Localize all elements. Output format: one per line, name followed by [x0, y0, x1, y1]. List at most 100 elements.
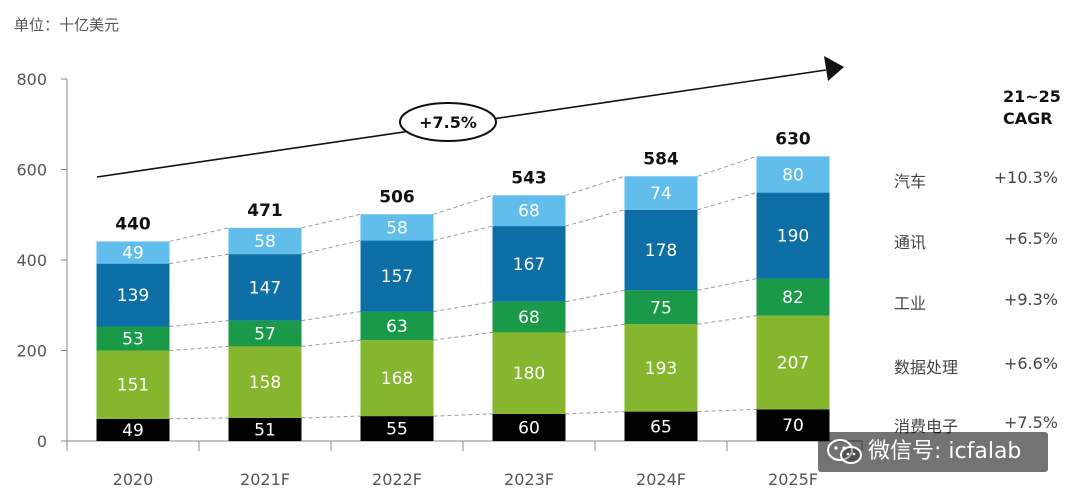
- bar-segment: [624, 209, 698, 291]
- segment-value-label: 51: [254, 420, 276, 440]
- bar-segment: [360, 240, 434, 312]
- dashed-connector: [697, 155, 757, 177]
- segment-value-label: 65: [650, 417, 672, 437]
- legend-rate: +9.3%: [1003, 290, 1058, 309]
- bar-segment: [492, 332, 566, 414]
- segment-value-label: 82: [782, 288, 804, 308]
- segment-value-label: 139: [117, 286, 149, 306]
- bar-segment: [228, 227, 302, 255]
- cagr-title-line-1: 21~25: [1003, 87, 1061, 106]
- dashed-connector: [565, 209, 625, 227]
- bar-segment: [228, 320, 302, 347]
- x-tick-label: 2020: [113, 470, 154, 489]
- segment-value-label: 151: [117, 376, 149, 396]
- dashed-connector: [565, 289, 625, 303]
- dashed-connector: [697, 192, 757, 211]
- legend-row-automotive: 汽车 +10.3%: [894, 168, 1064, 192]
- segment-value-label: 58: [386, 218, 408, 238]
- legend-name: 消费电子: [894, 417, 959, 436]
- bar-segment: [624, 411, 698, 441]
- dashed-connector: [169, 253, 229, 265]
- connector-layer: [169, 155, 757, 420]
- y-tick-label: 600: [16, 161, 47, 180]
- legend-rate: +7.5%: [1003, 413, 1058, 432]
- segment-value-label: 80: [782, 165, 804, 185]
- bar-segment: [228, 417, 302, 441]
- bar-segment: [624, 176, 698, 210]
- bar-segment: [492, 413, 566, 441]
- segment-value-label: 57: [254, 325, 276, 345]
- y-tick-label: 400: [16, 251, 47, 270]
- dashed-connector: [697, 408, 757, 413]
- unit-label: 单位：十亿美元: [14, 16, 120, 34]
- segment-value-label: 49: [122, 244, 144, 264]
- bar-segment: [360, 214, 434, 241]
- segment-value-label: 207: [777, 353, 809, 373]
- segment-value-label: 74: [650, 184, 672, 204]
- legend-name: 通讯: [894, 233, 927, 252]
- cagr-title: 21~25 CAGR: [1003, 86, 1073, 130]
- segment-value-label: 193: [645, 359, 677, 379]
- y-tick-label: 0: [37, 432, 47, 451]
- bar-segment: [96, 241, 170, 264]
- growth-ellipse: [399, 102, 497, 142]
- bar-segment: [360, 340, 434, 417]
- x-tick-label: 2021F: [240, 470, 290, 489]
- dashed-connector: [169, 227, 229, 242]
- segment-value-label: 70: [782, 416, 804, 436]
- bar-total-label: 440: [115, 214, 151, 234]
- legend-row-communication: 通讯 +6.5%: [894, 229, 1064, 253]
- dashed-connector: [433, 301, 493, 313]
- bar-segment: [228, 346, 302, 418]
- dashed-connector: [697, 278, 757, 291]
- segment-value-label: 167: [513, 255, 545, 275]
- bar-total-label: 584: [643, 149, 679, 169]
- bar-total-label: 543: [511, 168, 547, 188]
- bar-total-label: 630: [775, 129, 811, 149]
- watermark-text: 微信号: icfalab: [868, 439, 1022, 464]
- bar-segment: [360, 311, 434, 341]
- bar-segment: [360, 416, 434, 441]
- segment-value-label: 180: [513, 364, 545, 384]
- legend-name: 汽车: [894, 172, 927, 191]
- segment-value-label: 178: [645, 241, 677, 261]
- bar-segment: [492, 301, 566, 333]
- trend-arrow-head: [824, 56, 844, 81]
- dashed-connector: [697, 315, 757, 325]
- dashed-connector: [301, 213, 361, 229]
- segment-value-label: 53: [122, 330, 144, 350]
- x-tick-label: 2025F: [768, 470, 818, 489]
- segment-value-label: 60: [518, 418, 540, 438]
- dashed-connector: [565, 175, 625, 196]
- bar-segment: [492, 195, 566, 227]
- bar-segment: [96, 350, 170, 419]
- segment-value-label: 49: [122, 421, 144, 441]
- segment-value-label: 68: [518, 202, 540, 222]
- dashed-connector: [433, 331, 493, 341]
- dashed-connector: [169, 320, 229, 328]
- dashed-connector: [433, 194, 493, 215]
- bar-segment: [492, 226, 566, 302]
- dashed-connector: [433, 225, 493, 242]
- legend-row-industrial: 工业 +9.3%: [894, 290, 1064, 314]
- segment-value-label: 190: [777, 227, 809, 247]
- dashed-connector: [301, 240, 361, 255]
- bar-layer: [96, 156, 830, 441]
- segment-value-label: 147: [249, 278, 281, 298]
- x-tick-label: 2023F: [504, 470, 554, 489]
- bar-segment: [756, 192, 830, 279]
- bar-total-label: 506: [379, 187, 415, 207]
- growth-label: +7.5%: [419, 113, 477, 132]
- bar-total-label: 471: [247, 201, 283, 221]
- legend-row-consumer-electronics: 消费电子 +7.5%: [894, 413, 1064, 437]
- bar-segment: [756, 315, 830, 410]
- segment-value-label: 63: [386, 317, 408, 337]
- legend-rate: +10.3%: [993, 168, 1058, 187]
- y-tick-label: 800: [16, 70, 47, 89]
- legend-rate: +6.5%: [1003, 229, 1058, 248]
- bar-segment: [756, 156, 830, 193]
- segment-value-label: 68: [518, 308, 540, 328]
- dashed-connector: [301, 311, 361, 322]
- bar-segment: [96, 418, 170, 441]
